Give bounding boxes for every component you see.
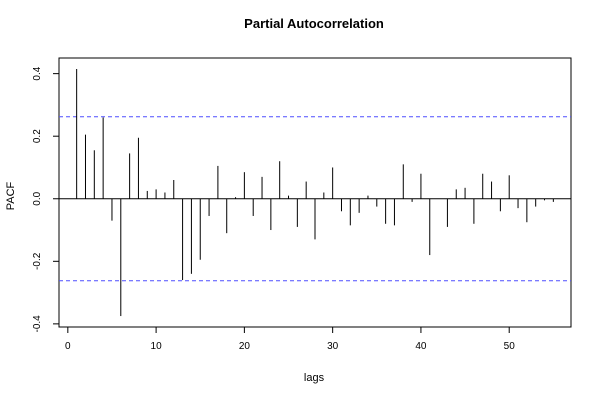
- y-tick-label-4: 0.4: [32, 66, 43, 80]
- x-tick-label-30: 30: [327, 341, 339, 352]
- y-tick-label-2: 0.0: [32, 191, 43, 205]
- x-tick-label-20: 20: [239, 341, 251, 352]
- x-tick-label-50: 50: [504, 341, 516, 352]
- plot-area: [58, 57, 572, 328]
- x-axis: 0 10 20 30 40 50: [65, 327, 515, 352]
- x-tick-label-10: 10: [151, 341, 163, 352]
- pacf-bars: [76, 68, 554, 317]
- y-tick-label-3: 0.2: [32, 129, 43, 143]
- x-tick-label-40: 40: [415, 341, 427, 352]
- y-axis: -0.4 -0.2 0.0 0.2 0.4: [32, 66, 59, 332]
- x-axis-label: lags: [304, 372, 325, 384]
- chart-title: Partial Autocorrelation: [244, 16, 384, 31]
- y-axis-label: PACF: [5, 181, 17, 210]
- plot-frame: [58, 57, 572, 328]
- y-tick-label-0: -0.4: [32, 315, 43, 333]
- y-tick-label-1: -0.2: [32, 252, 43, 270]
- x-tick-label-0: 0: [65, 341, 71, 352]
